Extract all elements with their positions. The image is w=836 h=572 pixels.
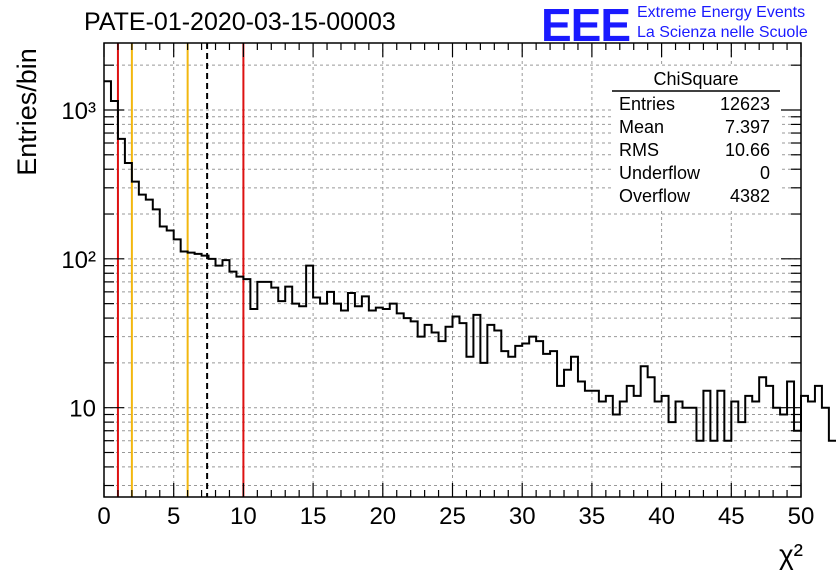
grid-lines: [104, 43, 801, 497]
x-tick-label: 5: [167, 503, 180, 530]
stats-value: 4382: [730, 186, 770, 206]
stats-box: ChiSquare Entries 12623 Mean 7.397 RMS 10.66 U…: [612, 66, 780, 208]
stats-label: Overflow: [619, 186, 691, 206]
logo-subtitle-line1: Extreme Energy Events: [637, 4, 806, 21]
stats-label: RMS: [619, 140, 659, 160]
x-tick-label: 25: [439, 503, 466, 530]
stats-label: Entries: [619, 94, 675, 114]
stats-value: 12623: [720, 94, 770, 114]
stats-label: Underflow: [619, 163, 701, 183]
y-axis-label: Entries/bin: [12, 48, 42, 176]
stats-box-title: ChiSquare: [653, 69, 738, 89]
x-tick-label: 35: [579, 503, 606, 530]
axis-ticks: [103, 43, 802, 497]
x-tick-label: 0: [97, 503, 110, 530]
stats-value: 0: [760, 163, 770, 183]
x-axis-label: χ²: [779, 539, 803, 570]
x-tick-label: 50: [788, 503, 815, 530]
stats-value: 10.66: [725, 140, 770, 160]
x-tick-label: 45: [718, 503, 745, 530]
stats-value: 7.397: [725, 117, 770, 137]
y-tick-labels: 10³ 10² 10: [61, 98, 96, 423]
x-tick-label: 30: [509, 503, 536, 530]
reference-lines: [116, 43, 245, 497]
x-tick-label: 10: [230, 503, 257, 530]
stats-rows: Entries 12623 Mean 7.397 RMS 10.66 Underflow 0 O…: [619, 94, 770, 206]
x-tick-label: 20: [369, 503, 396, 530]
y-tick-label: 10: [69, 396, 96, 423]
y-tick-label: 10³: [61, 98, 96, 125]
y-tick-label: 10²: [61, 247, 96, 274]
x-tick-labels: 0 5 10 15 20 25 30 35 40 45 50: [97, 503, 814, 530]
stats-label: Mean: [619, 117, 664, 137]
histogram-outline: [104, 80, 836, 442]
x-tick-label: 40: [648, 503, 675, 530]
x-tick-label: 15: [300, 503, 327, 530]
chart-title: PATE-01-2020-03-15-00003: [84, 8, 396, 36]
logo-subtitle-line2: La Scienza nelle Scuole: [637, 24, 808, 41]
